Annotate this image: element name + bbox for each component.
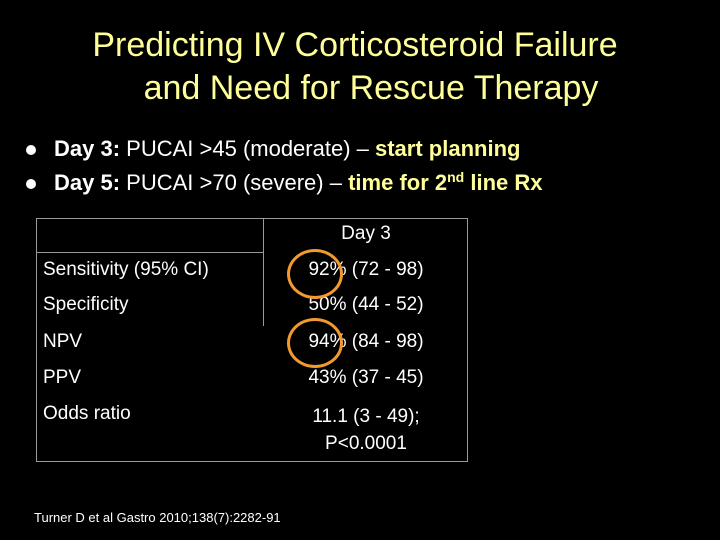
odds-ratio-value-line-1: 11.1 (3 - 49); (312, 406, 420, 427)
bullet-lead: Day 3: (54, 136, 121, 161)
table-column-divider (263, 218, 264, 326)
row-label-npv: NPV (43, 331, 83, 352)
row-label-ppv: PPV (43, 367, 82, 388)
bullet-text: PUCAI >70 (severe) – (120, 170, 349, 195)
table-header-rule (36, 252, 263, 253)
row-value-odds-ratio: 11.1 (3 - 49); P<0.0001 (264, 403, 468, 457)
citation: Turner D et al Gastro 2010;138(7):2282-9… (34, 510, 281, 525)
slide-title-line-1: Predicting IV Corticosteroid Failure (92, 26, 618, 64)
bullet-emphasis-pre: time for 2 (348, 170, 448, 195)
row-value-specificity: 50% (44 - 52) (308, 294, 424, 315)
slide-title: Predicting IV Corticosteroid Failure and… (0, 24, 720, 110)
bullet-emphasis-sup: nd (447, 169, 465, 185)
bullet-dot-icon (26, 179, 36, 189)
row-value-ppv: 43% (37 - 45) (308, 367, 424, 388)
results-table (36, 218, 468, 462)
bullet-lead: Day 5: (54, 170, 121, 195)
highlight-circle-npv (287, 318, 343, 368)
bullet-item-day-3: Day 3: PUCAI >45 (moderate) – start plan… (24, 132, 714, 166)
column-header-day-3: Day 3 (341, 223, 391, 244)
bullet-text: PUCAI >45 (moderate) – (120, 136, 375, 161)
row-label-sensitivity: Sensitivity (95% CI) (43, 259, 209, 280)
bullet-list: Day 3: PUCAI >45 (moderate) – start plan… (24, 132, 714, 200)
slide-title-line-2: and Need for Rescue Therapy (143, 69, 599, 107)
bullet-emphasis: time for 2nd line Rx (348, 170, 542, 195)
bullet-item-day-5: Day 5: PUCAI >70 (severe) – time for 2nd… (24, 166, 714, 200)
highlight-circle-sensitivity (287, 249, 343, 299)
row-label-specificity: Specificity (43, 294, 129, 315)
odds-ratio-p-value: P<0.0001 (325, 433, 407, 454)
bullet-emphasis-post: line Rx (464, 170, 543, 195)
row-label-odds-ratio: Odds ratio (43, 403, 131, 424)
bullet-dot-icon (26, 145, 36, 155)
bullet-emphasis: start planning (375, 136, 521, 161)
